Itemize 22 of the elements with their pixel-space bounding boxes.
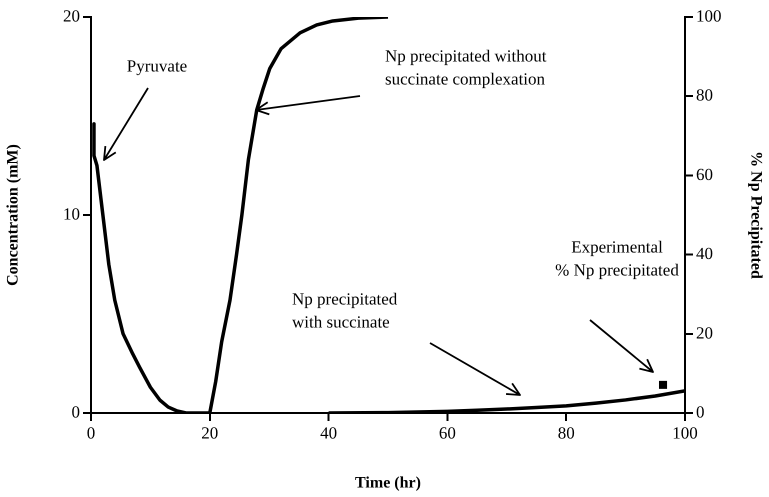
y-axis-title: Concentration (mM)	[4, 144, 22, 286]
y2-tick-label: 80	[696, 86, 713, 105]
y2-tick-label: 60	[696, 164, 713, 184]
x-tick-label: 100	[672, 424, 698, 443]
x-tick-label: 0	[86, 424, 96, 443]
x-tick-label: 20	[201, 424, 218, 443]
y2-tick-label: 0	[696, 402, 704, 422]
y-tick-label: 10	[63, 204, 80, 224]
annotation: Pyruvate	[126, 56, 188, 76]
y2-tick-label: 20	[696, 323, 713, 342]
y2-tick-label: 40	[696, 244, 713, 264]
x-tick-label: 60	[438, 424, 456, 443]
y2-tick-label: 100	[696, 6, 722, 26]
x-axis-title: Time (hr)	[355, 474, 421, 492]
annotation: Np precipitated without succinate complexation	[385, 46, 547, 88]
annotation: Experimental % Np precipitated	[555, 237, 680, 280]
y2-axis-title: % Np Precipitated	[747, 151, 764, 279]
y-tick-label: 0	[72, 402, 80, 422]
y-tick-label: 20	[63, 6, 80, 26]
x-tick-label: 80	[558, 424, 575, 443]
annotation: Np precipitated with succinate	[292, 289, 398, 332]
x-tick-label: 40	[320, 424, 338, 443]
